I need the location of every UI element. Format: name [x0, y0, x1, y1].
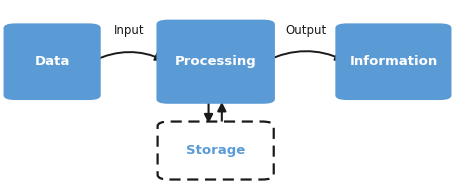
Text: Data: Data	[35, 55, 70, 68]
Text: Output: Output	[285, 24, 327, 37]
FancyBboxPatch shape	[157, 122, 274, 180]
Text: Information: Information	[349, 55, 438, 68]
Text: Storage: Storage	[186, 144, 246, 157]
Text: Input: Input	[114, 24, 144, 37]
FancyBboxPatch shape	[3, 23, 100, 100]
FancyBboxPatch shape	[156, 20, 275, 104]
Text: Processing: Processing	[175, 55, 256, 68]
FancyBboxPatch shape	[335, 23, 451, 100]
